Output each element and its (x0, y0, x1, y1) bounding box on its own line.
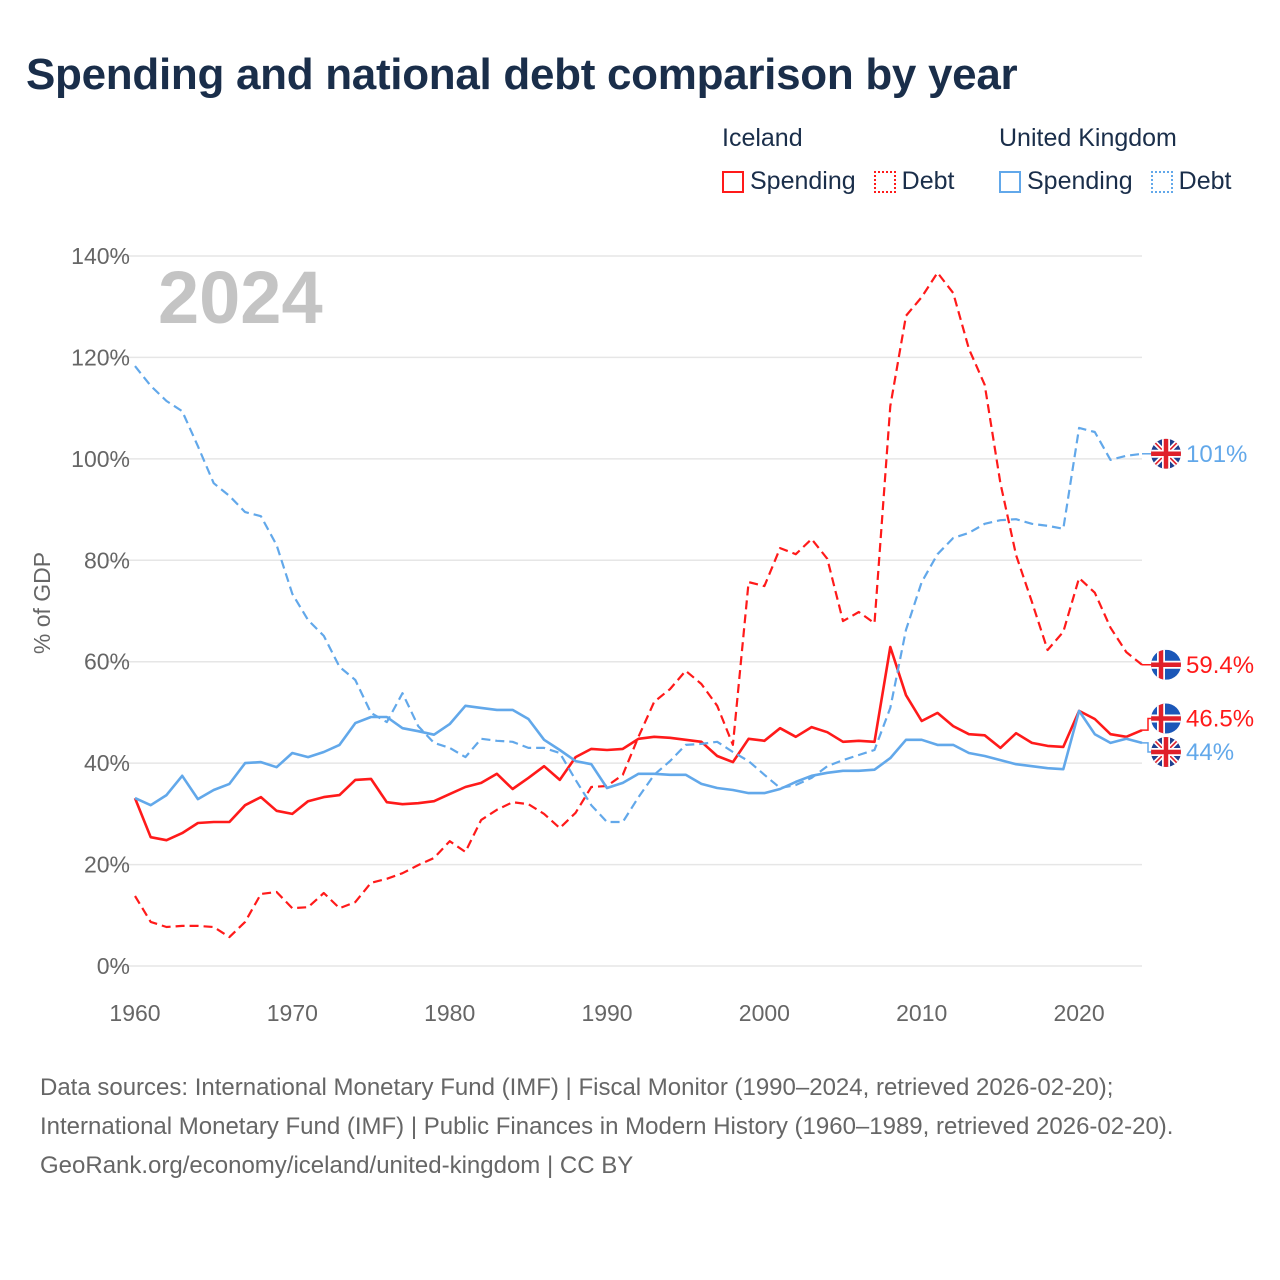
legend-uk-debt[interactable]: Debt (1150, 167, 1232, 196)
y-tick-label: 60% (84, 649, 130, 675)
end-value-label: 46.5% (1186, 706, 1254, 733)
iceland-flag-icon (1151, 703, 1181, 734)
y-axis-label: % of GDP (29, 552, 55, 654)
data-sources: Data sources: International Monetary Fun… (40, 1074, 1174, 1140)
legend-label: Debt (901, 167, 955, 195)
legend-iceland-debt[interactable]: Debt (873, 167, 955, 196)
legend-group-label: United Kingdom (999, 124, 1177, 152)
end-value-label: 44% (1186, 739, 1234, 766)
y-tick-label: 40% (84, 750, 130, 776)
x-tick-label: 2020 (1053, 1000, 1104, 1026)
legend-iceland-spending[interactable]: Spending (722, 167, 856, 196)
solid-swatch-icon (722, 170, 744, 193)
legend-label: Debt (1178, 167, 1232, 195)
end-value-label: 101% (1186, 441, 1247, 468)
legend-label: Spending (1027, 167, 1133, 195)
x-tick-label: 1960 (109, 1000, 160, 1026)
series-line-united-kingdom-debt[interactable] (134, 365, 1143, 824)
y-tick-label: 120% (71, 344, 130, 370)
solid-swatch-icon (999, 170, 1021, 193)
y-tick-label: 100% (71, 446, 130, 472)
chart-title: Spending and national debt comparison by… (26, 50, 1018, 99)
line-chart: 2024 % of GDP 0% 20% 40% 60% 80% 100% 120% 140%… (29, 243, 1254, 1026)
legend-group-label: Iceland (722, 124, 803, 152)
dotted-swatch-icon (873, 170, 896, 193)
iceland-flag-icon (1151, 649, 1181, 680)
end-value-label: 59.4% (1186, 652, 1254, 679)
y-tick-label: 20% (84, 852, 130, 878)
x-tick-label: 2000 (739, 1000, 790, 1026)
uk-flag-icon (1151, 438, 1181, 469)
y-tick-label: 140% (71, 243, 130, 269)
y-tick-label: 80% (84, 547, 130, 573)
legend-label: Spending (750, 167, 856, 195)
y-tick-label: 0% (97, 953, 130, 979)
credit-link[interactable]: GeoRank.org/economy/iceland/united-kingd… (40, 1152, 634, 1179)
legend-group-uk: United Kingdom Spending Debt (999, 124, 1231, 196)
legend-group-iceland: Iceland Spending Debt (722, 124, 954, 196)
uk-flag-icon (1151, 736, 1181, 767)
series-line-united-kingdom-spending[interactable] (134, 704, 1143, 807)
dotted-swatch-icon (1150, 170, 1173, 193)
x-tick-label: 1990 (581, 1000, 632, 1026)
series-line-iceland-spending[interactable] (133, 645, 1143, 842)
x-tick-label: 1980 (424, 1000, 475, 1026)
x-tick-label: 2010 (896, 1000, 947, 1026)
series-line-iceland-debt[interactable] (134, 271, 1143, 939)
footer: Data sources: International Monetary Fun… (40, 1068, 1240, 1185)
x-tick-label: 1970 (267, 1000, 318, 1026)
legend-uk-spending[interactable]: Spending (999, 167, 1133, 196)
year-watermark: 2024 (158, 256, 323, 339)
